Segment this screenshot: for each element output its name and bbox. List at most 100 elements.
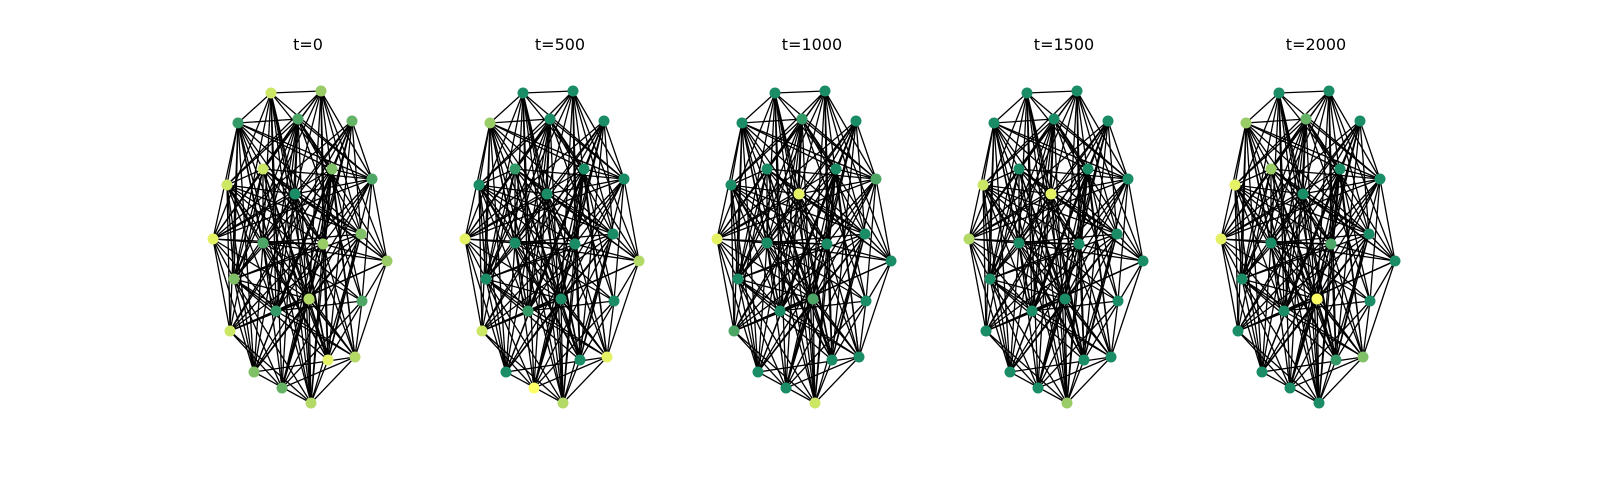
edge	[546, 178, 625, 195]
edge	[233, 242, 264, 280]
edge	[322, 178, 373, 245]
edge	[875, 178, 892, 262]
edge	[1018, 233, 1118, 244]
edge	[993, 92, 1028, 124]
edge	[562, 233, 614, 404]
edge	[233, 278, 312, 404]
node	[1297, 188, 1309, 200]
edge	[294, 178, 373, 195]
edge	[757, 242, 768, 373]
edge	[1018, 168, 1129, 180]
node	[557, 397, 569, 409]
edge	[253, 242, 264, 373]
edge	[741, 118, 803, 124]
edge	[1237, 233, 1370, 332]
panel-title-1: t=500	[534, 35, 586, 54]
edge	[1050, 193, 1144, 262]
edge	[212, 168, 333, 240]
edge	[1037, 168, 1089, 389]
edge	[237, 122, 324, 245]
edge	[579, 260, 640, 361]
edge	[485, 168, 585, 280]
edge	[1087, 168, 1129, 180]
node	[830, 163, 842, 175]
node	[1334, 163, 1346, 175]
edge	[464, 238, 483, 332]
edge	[1083, 260, 1144, 361]
node	[257, 163, 269, 175]
edge	[1237, 310, 1285, 332]
panel-title-0: t=0	[293, 35, 323, 54]
edge	[1305, 118, 1320, 404]
node	[459, 233, 471, 245]
edge	[733, 233, 866, 332]
node	[1021, 87, 1033, 99]
edge	[212, 238, 231, 332]
node	[1105, 351, 1117, 363]
edge	[968, 193, 1052, 240]
edge	[1289, 356, 1364, 389]
node	[1232, 325, 1244, 337]
edge	[1339, 168, 1381, 180]
edge	[229, 168, 264, 332]
edge	[812, 298, 860, 358]
edge	[716, 168, 837, 240]
edge	[1220, 193, 1304, 240]
edge	[1289, 300, 1371, 389]
node	[601, 351, 613, 363]
node	[232, 117, 244, 129]
edge	[583, 168, 608, 358]
edge	[1053, 118, 1068, 404]
graph-panel-4	[1215, 85, 1401, 409]
edge	[1302, 178, 1381, 195]
node	[1082, 163, 1094, 175]
node	[1236, 273, 1248, 285]
edge	[464, 238, 487, 280]
node	[1284, 382, 1296, 394]
edge	[785, 298, 814, 389]
edge	[1050, 178, 1129, 195]
node	[1313, 397, 1325, 409]
edge	[785, 168, 837, 389]
edge	[968, 168, 1089, 240]
edge	[985, 310, 1033, 332]
edge	[533, 168, 585, 389]
edge	[855, 120, 877, 180]
edge	[229, 310, 277, 332]
node	[598, 115, 610, 127]
node	[821, 238, 833, 250]
edge	[478, 168, 516, 186]
panel-title-2: t=1000	[781, 35, 843, 54]
edge	[212, 120, 353, 240]
node	[1013, 237, 1025, 249]
edge	[533, 300, 615, 389]
edge	[1037, 233, 1118, 389]
edge	[294, 193, 324, 245]
edge	[798, 90, 826, 195]
edge	[1066, 233, 1118, 404]
edge	[730, 184, 800, 195]
node	[885, 255, 897, 267]
edge	[1087, 168, 1112, 358]
edge	[1318, 359, 1337, 404]
edge	[533, 298, 562, 389]
edge	[514, 168, 625, 180]
node	[569, 238, 581, 250]
edge	[785, 118, 803, 389]
edge	[741, 122, 866, 235]
edge	[281, 300, 363, 389]
edge	[308, 298, 312, 404]
node	[522, 305, 534, 317]
edge	[982, 118, 1055, 186]
edge	[1241, 92, 1280, 280]
node	[484, 117, 496, 129]
edge	[1009, 178, 1129, 373]
edge	[993, 122, 1118, 235]
edge	[505, 178, 625, 373]
edge	[294, 193, 388, 262]
edge	[1116, 233, 1144, 262]
edge	[1245, 122, 1332, 245]
node	[366, 173, 378, 185]
edge	[989, 278, 1085, 361]
node	[1004, 366, 1016, 378]
